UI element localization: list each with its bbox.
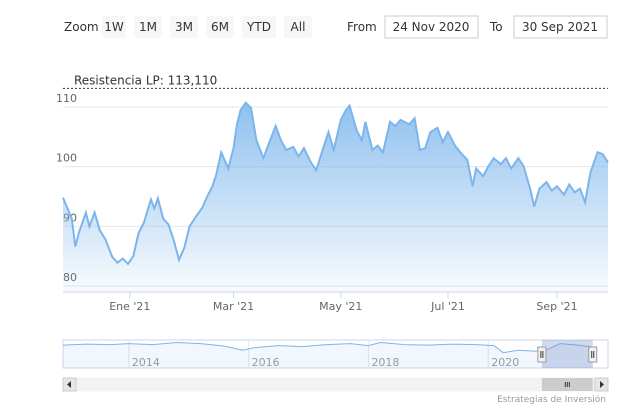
navigator-handle[interactable]	[537, 346, 547, 363]
navigator-tick-label: 2020	[491, 356, 519, 369]
credits: Estrategias de Inversión	[497, 394, 606, 405]
resistance-label: Resistencia LP: 113,110	[74, 73, 217, 87]
zoom-button[interactable]	[284, 16, 312, 38]
from-value[interactable]: 24 Nov 2020	[393, 20, 470, 34]
price-line	[62, 101, 609, 266]
zoom-button-label[interactable]: 1W	[104, 20, 124, 34]
scroll-left-arrow	[67, 381, 71, 388]
area-fill	[63, 102, 608, 292]
zoom-label: Zoom	[64, 20, 99, 34]
zoom-button[interactable]	[102, 16, 126, 38]
zoom-button-label[interactable]: YTD	[246, 20, 271, 34]
navigator-area	[63, 342, 593, 368]
navigator-tick-label: 2018	[371, 356, 399, 369]
to-label: To	[489, 20, 503, 34]
zoom-button[interactable]	[170, 16, 198, 38]
from-input[interactable]	[384, 15, 479, 39]
zoom-button-label[interactable]: 1M	[139, 20, 157, 34]
zoom-button-label[interactable]: 3M	[175, 20, 193, 34]
zoom-button-label[interactable]: All	[291, 20, 306, 34]
y-tick-label: 100	[56, 152, 77, 165]
y-tick-label: 110	[56, 92, 77, 105]
zoom-button[interactable]	[242, 16, 276, 38]
to-input[interactable]	[513, 15, 608, 39]
navigator-handle[interactable]	[588, 346, 598, 363]
x-tick-label: Sep '21	[536, 300, 577, 313]
x-tick-label: Jul '21	[430, 300, 465, 313]
zoom-button[interactable]	[134, 16, 162, 38]
navigator-tick-label: 2016	[252, 356, 280, 369]
navigator-tick-label: 2014	[132, 356, 160, 369]
x-tick-label: May '21	[319, 300, 362, 313]
x-tick-label: Mar '21	[213, 300, 254, 313]
to-value[interactable]: 30 Sep 2021	[522, 20, 598, 34]
navigator-line	[62, 341, 594, 354]
zoom-button-label[interactable]: 6M	[211, 20, 229, 34]
scrollbar-track[interactable]	[62, 377, 609, 392]
x-tick-label: Ene '21	[109, 300, 150, 313]
from-label: From	[347, 20, 377, 34]
scroll-right-arrow	[600, 381, 604, 388]
zoom-button[interactable]	[206, 16, 234, 38]
navigator-selection[interactable]	[541, 340, 593, 368]
